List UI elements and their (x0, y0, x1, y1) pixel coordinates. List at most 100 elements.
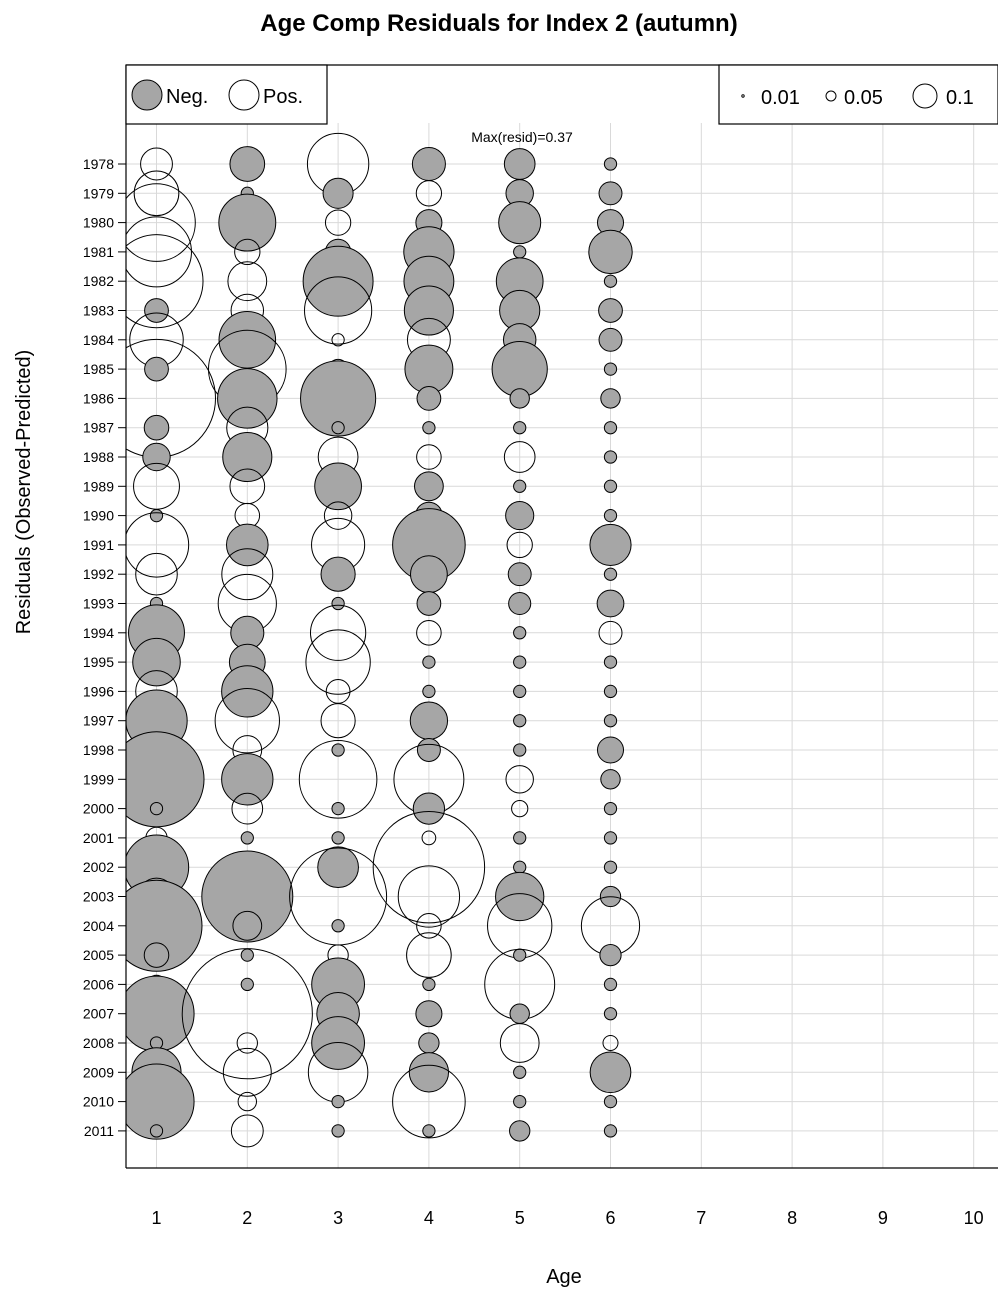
bubble-negative (507, 562, 532, 587)
y-tick-label: 1986 (83, 390, 114, 406)
bubble-positive (499, 1023, 540, 1063)
bubble-negative (603, 860, 618, 874)
bubble-negative (126, 879, 203, 972)
y-tick-label: 1988 (83, 449, 114, 465)
bubble-negative (603, 1124, 618, 1138)
bubble-positive (236, 1032, 258, 1054)
bubble-negative (603, 450, 618, 464)
bubble-negative (495, 871, 545, 922)
bubble-negative (416, 386, 442, 411)
bubble-negative (300, 360, 377, 437)
bubble-positive (506, 531, 533, 559)
x-tick-label: 5 (515, 1208, 525, 1228)
y-tick-label: 2006 (83, 976, 114, 992)
bubble-positive (234, 238, 261, 266)
bubble-negative (513, 743, 527, 757)
legend-layer: Neg. Pos. 0.01 0.05 0.1 (125, 64, 998, 125)
bubble-negative (596, 589, 625, 618)
bubble-positive (126, 216, 192, 288)
y-tick-label: 1997 (83, 713, 114, 729)
bubble-positive (181, 948, 313, 1080)
bubble-negative (149, 1124, 164, 1138)
bubble-positive (227, 261, 268, 302)
bubble-negative (505, 501, 535, 531)
bubble-negative (498, 201, 542, 245)
y-tick-label: 1996 (83, 683, 114, 699)
bubble-negative (144, 298, 169, 323)
y-tick-label: 1978 (83, 156, 114, 172)
bubble-negative (589, 523, 632, 566)
bubble-negative (513, 421, 527, 435)
y-tick-label: 1985 (83, 361, 114, 377)
legend-sign-label: Neg. (166, 86, 208, 108)
bubble-positive (229, 468, 266, 505)
bubble-negative (422, 684, 436, 699)
bubble-negative (331, 596, 345, 611)
bubble-positive (415, 180, 443, 207)
bubble-positive (505, 765, 534, 794)
y-tick-label: 1990 (83, 508, 114, 524)
bubble-negative (221, 665, 274, 718)
bubble-negative (412, 792, 446, 825)
bubble-negative (149, 801, 164, 816)
bubble-negative (603, 362, 618, 376)
bubble-negative (414, 471, 444, 502)
bubble-negative (331, 1094, 345, 1109)
bubble-positive (416, 444, 442, 470)
bubble-negative (603, 1094, 618, 1109)
x-tick-label: 6 (605, 1208, 615, 1228)
y-tick-label: 2001 (83, 830, 114, 846)
x-axis-label: Age (546, 1266, 582, 1288)
y-tick-label: 1980 (83, 215, 114, 231)
bubble-positive (309, 604, 367, 661)
legend-size-marker (912, 83, 938, 109)
y-tick-label: 1994 (83, 625, 114, 641)
bubble-negative (603, 567, 618, 581)
bubble-negative (513, 714, 527, 728)
bubble-negative (331, 801, 345, 816)
bubble-negative (603, 977, 618, 992)
bubble-positive (133, 462, 180, 510)
bubble-negative (513, 655, 527, 669)
y-tick-label: 1999 (83, 771, 114, 787)
bubble-positive (221, 548, 274, 601)
bubble-negative (509, 1003, 530, 1024)
bubble-negative (143, 414, 170, 441)
y-tick-label: 2002 (83, 859, 114, 875)
bubble-negative (513, 626, 527, 640)
bubble-negative (422, 1124, 436, 1138)
bubble-negative (422, 655, 436, 669)
legend-sign-label: Pos. (263, 86, 303, 108)
bubble-positive (230, 1114, 264, 1148)
bubble-negative (599, 943, 622, 967)
bubble-negative (411, 146, 446, 182)
bubble-negative (596, 736, 625, 764)
bubble-positive (503, 441, 536, 473)
bubble-negative (598, 298, 623, 323)
bubble-positive (135, 552, 178, 596)
bubble-negative (603, 274, 618, 288)
bubble-negative (320, 556, 356, 592)
bubble-negative (201, 850, 294, 943)
bubble-positive (325, 679, 351, 704)
bubble-positive (307, 1042, 369, 1103)
bubble-negative (513, 684, 527, 699)
bubble-negative (144, 356, 169, 382)
y-tick-label: 1982 (83, 273, 114, 289)
bubble-negative (142, 442, 171, 472)
y-tick-label: 1998 (83, 742, 114, 758)
bubble-negative (508, 591, 532, 616)
chart-title: Age Comp Residuals for Index 2 (autumn) (260, 10, 738, 37)
bubble-positive (406, 932, 452, 978)
y-tick-label: 1989 (83, 478, 114, 494)
bubble-negative (416, 591, 442, 616)
x-tick-label: 8 (787, 1208, 797, 1228)
x-tick-label: 4 (424, 1208, 434, 1228)
bubble-negative (331, 1124, 345, 1138)
bubble-positive (421, 830, 437, 846)
bubble-negative (603, 421, 618, 435)
y-tick-label: 1992 (83, 566, 114, 582)
y-axis-label: Residuals (Observed-Predicted) (13, 350, 35, 635)
x-tick-label: 10 (964, 1208, 984, 1228)
